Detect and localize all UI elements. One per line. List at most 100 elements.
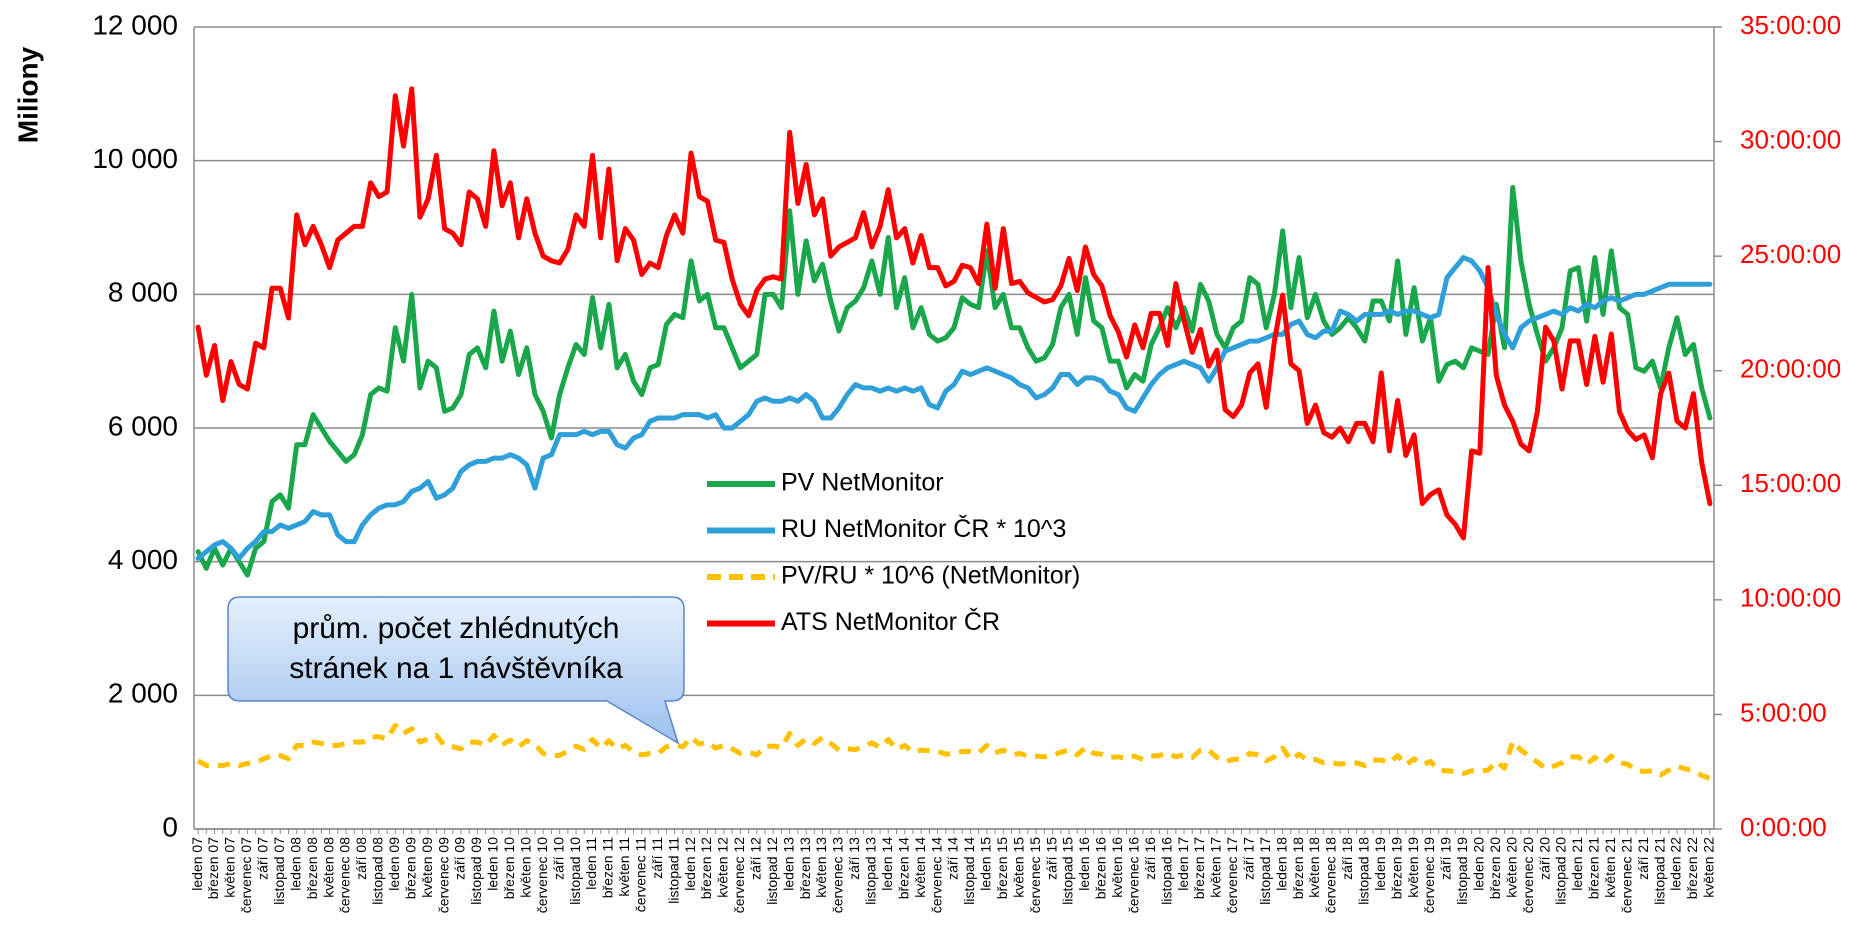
x-tick-label: červenec 19 bbox=[1421, 837, 1437, 913]
x-tick-label: leden 14 bbox=[879, 837, 895, 891]
x-tick-label: květen 11 bbox=[616, 837, 632, 897]
series-line bbox=[195, 184, 1713, 578]
x-tick-label: listopad 18 bbox=[1356, 837, 1372, 905]
x-tick-label: květen 08 bbox=[320, 837, 336, 898]
x-tick-label: leden 08 bbox=[287, 837, 303, 891]
x-tick-label: květen 16 bbox=[1109, 837, 1125, 898]
legend-label: ATS NetMonitor ČR bbox=[781, 607, 1000, 636]
x-tick-label: březen 22 bbox=[1684, 837, 1700, 899]
y-tick-label: 12 000 bbox=[92, 9, 178, 40]
x-tick-label: září 10 bbox=[550, 837, 566, 880]
x-tick-label: květen 07 bbox=[222, 837, 238, 898]
x-tick-label: červenec 12 bbox=[731, 837, 747, 913]
x-tick-label: listopad 11 bbox=[665, 837, 681, 904]
x-tick-label: květen 13 bbox=[813, 837, 829, 898]
x-tick-label: červenec 09 bbox=[435, 837, 451, 913]
y2-tick-label: 20:00:00 bbox=[1740, 354, 1841, 384]
x-tick-label: leden 20 bbox=[1471, 837, 1487, 891]
x-tick-label: listopad 21 bbox=[1651, 837, 1667, 905]
x-tick-label: leden 19 bbox=[1372, 837, 1388, 891]
x-tick-label: září 14 bbox=[945, 837, 961, 880]
x-tick-label: březen 14 bbox=[895, 837, 911, 899]
y2-tick-label: 25:00:00 bbox=[1740, 239, 1841, 269]
x-tick-label: listopad 14 bbox=[961, 837, 977, 905]
series-line bbox=[196, 722, 1711, 781]
x-tick-label: leden 15 bbox=[978, 837, 994, 891]
y-tick-label: 8 000 bbox=[108, 277, 178, 308]
x-tick-label: červenec 14 bbox=[928, 837, 944, 913]
y2-tick-label: 35:00:00 bbox=[1740, 10, 1841, 40]
x-tick-label: květen 09 bbox=[419, 837, 435, 898]
x-tick-label: březen 17 bbox=[1191, 837, 1207, 899]
legend-label: PV NetMonitor bbox=[781, 469, 944, 497]
x-tick-label: březen 07 bbox=[205, 837, 221, 899]
x-tick-label: květen 10 bbox=[517, 837, 533, 898]
x-tick-label: leden 13 bbox=[780, 837, 796, 891]
x-tick-label: leden 11 bbox=[583, 837, 599, 890]
y2-tick-label: 0:00:00 bbox=[1740, 812, 1827, 842]
y-tick-label: 10 000 bbox=[92, 143, 178, 174]
x-tick-label: září 17 bbox=[1240, 837, 1256, 880]
x-tick-label: leden 09 bbox=[386, 837, 402, 891]
y-tick-label: 6 000 bbox=[108, 410, 178, 441]
x-tick-label: leden 12 bbox=[682, 837, 698, 891]
x-tick-label: červenec 16 bbox=[1125, 837, 1141, 913]
x-tick-label: květen 19 bbox=[1405, 837, 1421, 898]
x-tick-label: listopad 09 bbox=[468, 837, 484, 905]
x-tick-label: září 12 bbox=[748, 837, 764, 880]
x-tick-label: červenec 08 bbox=[337, 837, 353, 913]
x-tick-label: leden 10 bbox=[485, 837, 501, 891]
y2-tick-label: 30:00:00 bbox=[1740, 124, 1841, 154]
x-tick-label: září 19 bbox=[1438, 837, 1454, 880]
legend-label: PV/RU * 10^6 (NetMonitor) bbox=[781, 562, 1080, 590]
annotation-text: prům. počet zhlédnutých bbox=[293, 612, 620, 645]
x-tick-label: březen 11 bbox=[600, 837, 616, 898]
x-tick-label: listopad 10 bbox=[567, 837, 583, 905]
y-tick-label: 2 000 bbox=[108, 678, 178, 709]
x-tick-label: leden 16 bbox=[1076, 837, 1092, 891]
x-tick-label: leden 21 bbox=[1569, 837, 1585, 891]
x-tick-label: březen 10 bbox=[501, 837, 517, 899]
y2-tick-label: 15:00:00 bbox=[1740, 468, 1841, 498]
x-tick-label: červenec 10 bbox=[534, 837, 550, 913]
x-tick-label: květen 14 bbox=[912, 837, 928, 898]
x-tick-label: listopad 16 bbox=[1158, 837, 1174, 905]
x-tick-label: květen 20 bbox=[1503, 837, 1519, 898]
x-tick-label: červenec 21 bbox=[1618, 837, 1634, 913]
x-tick-label: březen 16 bbox=[1093, 837, 1109, 899]
x-tick-label: září 20 bbox=[1536, 837, 1552, 880]
x-tick-label: září 16 bbox=[1142, 837, 1158, 880]
x-tick-label: listopad 07 bbox=[271, 837, 287, 905]
x-tick-label: září 13 bbox=[846, 837, 862, 880]
x-tick-label: listopad 20 bbox=[1553, 837, 1569, 905]
x-tick-label: březen 08 bbox=[304, 837, 320, 899]
x-tick-label: leden 17 bbox=[1175, 837, 1191, 891]
x-tick-label: červenec 07 bbox=[238, 837, 254, 913]
x-tick-label: září 07 bbox=[255, 837, 271, 880]
x-tick-label: září 15 bbox=[1043, 837, 1059, 880]
x-tick-label: červenec 20 bbox=[1520, 837, 1536, 913]
x-tick-label: listopad 13 bbox=[863, 837, 879, 905]
x-tick-label: leden 07 bbox=[189, 837, 205, 891]
legend-label: RU NetMonitor ČR * 10^3 bbox=[781, 514, 1066, 543]
series-line bbox=[195, 255, 1713, 561]
x-tick-label: březen 18 bbox=[1290, 837, 1306, 899]
series-line bbox=[195, 86, 1713, 541]
x-tick-label: listopad 15 bbox=[1060, 837, 1076, 905]
annotation-callout bbox=[227, 596, 685, 745]
x-tick-label: květen 17 bbox=[1208, 837, 1224, 898]
x-tick-label: březen 19 bbox=[1388, 837, 1404, 899]
x-tick-label: září 09 bbox=[452, 837, 468, 880]
x-tick-label: listopad 17 bbox=[1257, 837, 1273, 905]
x-tick-label: červenec 11 bbox=[632, 837, 648, 912]
x-tick-label: květen 12 bbox=[715, 837, 731, 898]
x-tick-label: březen 15 bbox=[994, 837, 1010, 899]
y2-tick-label: 10:00:00 bbox=[1740, 583, 1841, 613]
x-tick-label: leden 22 bbox=[1668, 837, 1684, 891]
x-tick-label: červenec 18 bbox=[1323, 837, 1339, 913]
x-tick-label: září 08 bbox=[353, 837, 369, 880]
y-axis-label: Miliony bbox=[12, 46, 43, 143]
x-tick-label: březen 13 bbox=[797, 837, 813, 899]
x-tick-label: červenec 17 bbox=[1224, 837, 1240, 913]
